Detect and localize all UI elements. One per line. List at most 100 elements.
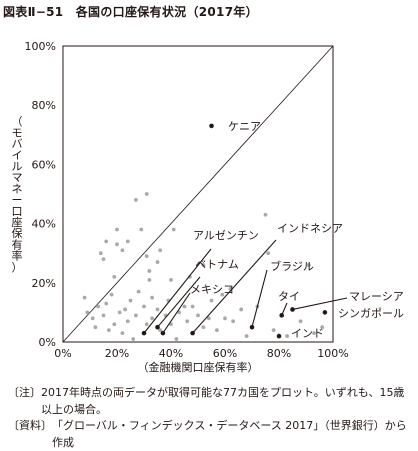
data-point <box>215 328 219 333</box>
data-point <box>101 257 106 262</box>
x-tick-label: 60% <box>213 347 237 360</box>
x-tick-label: 0% <box>54 347 71 360</box>
data-point <box>115 242 119 247</box>
y-axis-label-char: イ <box>12 149 23 162</box>
data-point <box>244 334 249 338</box>
data-point <box>158 328 163 333</box>
data-point <box>185 319 190 324</box>
data-point <box>150 316 155 321</box>
data-point <box>220 292 225 297</box>
leader-lines <box>143 239 348 334</box>
leader-line <box>143 248 212 334</box>
data-point <box>171 227 176 232</box>
data-point <box>93 325 98 330</box>
x-tick-label: 80% <box>267 347 291 360</box>
point-label: アルゼンチン <box>193 229 259 242</box>
note-tag: 〔注〕 <box>8 386 41 399</box>
data-point <box>85 310 90 315</box>
x-tick-label: 20% <box>105 347 129 360</box>
data-point <box>112 322 117 327</box>
y-axis-label: （モバイルマネー口座保有率） <box>12 115 23 274</box>
labeled-data-point <box>322 310 328 315</box>
y-axis-ticks: 0% 20% 40% 60% 80% 100% <box>25 40 56 349</box>
data-point <box>104 239 109 244</box>
unlabeled-points <box>82 192 325 341</box>
point-label: メキシコ <box>190 283 234 296</box>
x-tick-label: 40% <box>159 347 183 360</box>
point-label: シンガポール <box>338 307 404 320</box>
data-point <box>155 307 160 312</box>
note-row: 〔資料〕 「グローバル・フィンデックス・データベース 2017」（世界銀行）から… <box>8 418 414 451</box>
y-axis-label-char: 有 <box>12 237 23 251</box>
data-point <box>201 263 206 267</box>
y-axis-label-char: ネ <box>12 182 23 195</box>
data-point <box>125 239 130 244</box>
leader-line <box>192 239 277 334</box>
data-point <box>190 304 195 309</box>
y-axis-label-char: ル <box>12 160 23 173</box>
labeled-data-point <box>249 324 255 330</box>
scatter-chart: 0% 20% 40% 60% 80% 100% 0% 20% 40% 60% 80% 100% ケニ… <box>12 40 405 374</box>
data-point <box>320 325 325 330</box>
point-label: ブラジル <box>270 259 314 273</box>
note-row: 〔注〕 2017年時点の両データが取得可能な77カ国をプロット。いずれも、15歳… <box>8 385 414 418</box>
labeled-data-point <box>155 324 160 330</box>
data-point <box>128 298 133 303</box>
data-point <box>136 289 141 294</box>
point-label: インド <box>291 327 324 340</box>
x-tick-label: 100% <box>317 347 348 360</box>
data-point <box>139 227 144 232</box>
labeled-data-point <box>160 330 166 336</box>
y-axis-label-char: ） <box>12 261 23 274</box>
data-point <box>112 274 117 279</box>
point-label: マレーシア <box>349 290 404 303</box>
data-point <box>209 298 214 303</box>
labeled-data-point <box>190 330 195 336</box>
leader-line <box>157 276 201 328</box>
data-point <box>150 295 155 300</box>
y-axis-label-char: マ <box>12 171 23 184</box>
data-point <box>142 304 146 309</box>
data-point <box>115 227 119 232</box>
data-point <box>104 301 109 306</box>
data-point <box>120 248 125 253</box>
data-point <box>123 307 127 312</box>
leader-line <box>251 269 268 328</box>
y-axis-label-char: 保 <box>12 226 23 240</box>
diagonal-reference-line <box>62 45 334 343</box>
data-point <box>82 295 87 300</box>
labeled-data-point <box>290 307 295 312</box>
data-point <box>231 319 236 324</box>
note-text: 2017年時点の両データが取得可能な77カ国をプロット。いずれも、15歳以上の場… <box>41 386 405 416</box>
data-point <box>155 260 160 264</box>
data-point <box>298 319 303 324</box>
y-axis-label-char: ー <box>12 194 23 207</box>
data-point <box>117 310 122 315</box>
data-point <box>271 328 276 333</box>
notes-block: 〔注〕 2017年時点の両データが取得可能な77カ国をプロット。いずれも、15歳… <box>8 385 414 451</box>
y-tick-label: 0% <box>39 336 56 349</box>
data-point <box>125 319 130 324</box>
y-tick-label: 40% <box>32 218 56 231</box>
plot-area-frame <box>62 45 334 343</box>
data-point <box>206 316 211 321</box>
data-point <box>312 331 316 336</box>
y-axis-label-char: 口 <box>12 205 23 218</box>
labeled-data-point <box>276 333 282 339</box>
data-point <box>109 292 114 297</box>
data-point <box>239 307 244 312</box>
point-label: タイ <box>278 290 300 303</box>
data-point <box>144 254 149 259</box>
data-point <box>263 212 268 217</box>
data-point <box>196 313 200 318</box>
y-axis-label-char: バ <box>12 138 23 151</box>
y-tick-label: 80% <box>32 99 56 112</box>
data-point <box>147 277 152 282</box>
data-point <box>147 269 152 273</box>
point-label: ベトナム <box>195 258 239 271</box>
labeled-data-point <box>209 123 214 129</box>
data-point <box>101 313 106 318</box>
data-point <box>131 337 136 341</box>
data-point <box>306 263 311 267</box>
